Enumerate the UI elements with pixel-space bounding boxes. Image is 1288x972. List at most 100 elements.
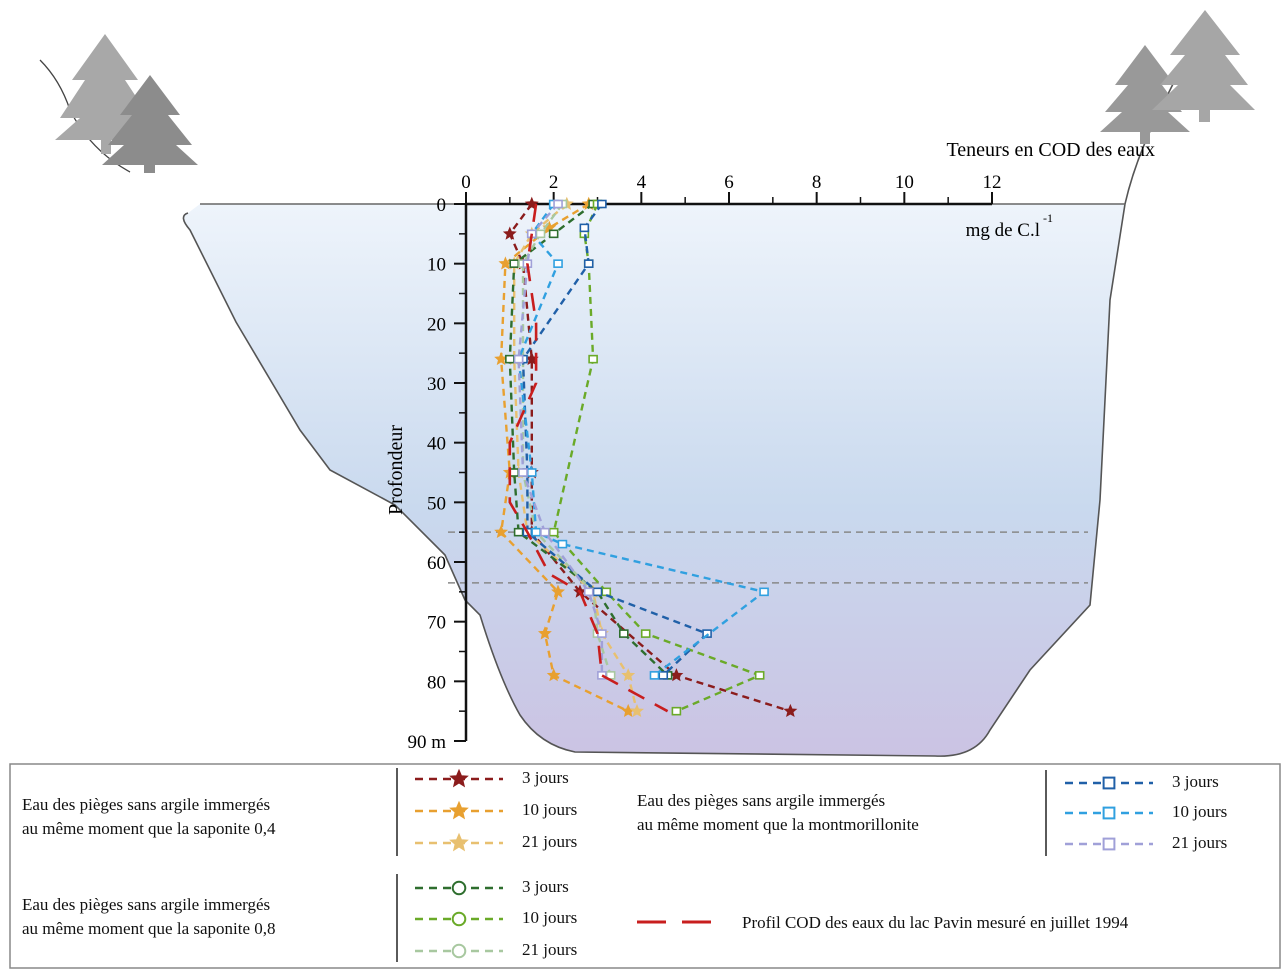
- legend-sap08-3j-label: 3 jours: [522, 877, 569, 896]
- legend-swatch-marker-4: [451, 911, 467, 927]
- x-tick-label-12: 12: [983, 172, 1002, 193]
- data-point: [518, 468, 528, 477]
- legend-swatch-marker-5: [451, 943, 467, 959]
- data-point: [531, 527, 541, 537]
- legend-swatches: [415, 768, 1153, 959]
- legend-swatch-marker-0: [449, 768, 469, 788]
- data-point: [513, 527, 524, 537]
- legend-montmorillonite-line-2: au même moment que la montmorillonite: [637, 815, 919, 834]
- legend-saponite-08-description: Eau des pièges sans argile immergés au m…: [22, 893, 276, 941]
- legend-pavin-description: Profil COD des eaux du lac Pavin mesuré …: [742, 913, 1129, 932]
- legend-sap08-10j-label: 10 jours: [522, 908, 578, 927]
- series-line-4: [552, 203, 763, 713]
- data-point: [505, 354, 515, 364]
- legend-saponite-04-description: Eau des pièges sans argile immergés au m…: [22, 793, 276, 841]
- legend-mont-10j-label: 10 jours: [1172, 802, 1228, 821]
- data-point: [583, 259, 594, 268]
- data-point: [671, 706, 682, 716]
- data-point: [579, 223, 590, 233]
- legend-montmorillonite-description: Eau des pièges sans argile immergés au m…: [637, 789, 919, 837]
- y-tick-label-50: 50: [427, 493, 446, 514]
- data-point: [759, 587, 769, 597]
- data-point: [588, 354, 598, 364]
- legend-swatch-marker-7: [1102, 806, 1116, 820]
- data-point: [649, 671, 660, 680]
- y-tick-label-90: 90 m: [407, 732, 446, 753]
- y-tick-label-60: 60: [427, 553, 446, 574]
- data-point: [592, 587, 603, 597]
- data-point: [597, 199, 607, 209]
- data-point: [509, 468, 520, 477]
- legend-swatch-marker-6: [1102, 776, 1116, 790]
- chart-title: Teneurs en COD des eaux: [946, 139, 1155, 161]
- data-point: [702, 629, 712, 638]
- y-tick-label-0: 0: [437, 195, 447, 216]
- y-axis-label: Profondeur: [385, 425, 407, 515]
- legend-sap04-21j-label: 21 jours: [522, 832, 578, 851]
- series-line-1: [499, 202, 629, 713]
- reference-lines: [448, 531, 1088, 584]
- x-axis-label: mg de C.l: [966, 220, 1040, 241]
- y-tick-label-80: 80: [427, 672, 446, 693]
- data-point: [526, 468, 537, 477]
- data-point: [509, 259, 520, 268]
- y-tick-label-10: 10: [427, 255, 446, 276]
- data-point: [583, 587, 594, 597]
- data-point: [629, 703, 644, 718]
- series-layer: [494, 196, 798, 718]
- legend-swatch-marker-1: [449, 800, 469, 820]
- legend-sap04-10j-label: 10 jours: [522, 800, 578, 819]
- legend-swatch-marker-2: [449, 832, 469, 852]
- data-point: [502, 226, 517, 240]
- data-point: [597, 629, 607, 638]
- legend-saponite-08-line-2: au même moment que la saponite 0,8: [22, 919, 276, 938]
- series-line-2: [513, 203, 639, 712]
- series-line-9: [508, 203, 669, 713]
- x-tick-label-2: 2: [549, 172, 559, 193]
- lake-basin: [183, 204, 1126, 757]
- data-point: [535, 229, 546, 239]
- data-point: [546, 668, 561, 682]
- x-tick-label-0: 0: [461, 172, 471, 193]
- data-point: [621, 668, 636, 682]
- legend-montmorillonite-line-1: Eau des pièges sans argile immergés: [637, 791, 886, 810]
- lake-shoreline: [182, 203, 1126, 757]
- data-point: [494, 524, 509, 539]
- y-tick-label-70: 70: [427, 613, 446, 634]
- legend-sap08-21j-label: 21 jours: [522, 940, 578, 959]
- data-point: [754, 671, 765, 680]
- x-tick-label-4: 4: [637, 172, 647, 193]
- data-point: [551, 584, 566, 598]
- series-pavin-9: [508, 203, 669, 713]
- data-point: [618, 629, 629, 638]
- legend-swatch-marker-3: [451, 880, 467, 896]
- data-point: [513, 354, 524, 364]
- data-point: [540, 527, 550, 537]
- legend-sap04-3j-label: 3 jours: [522, 768, 569, 787]
- trees-left-icon: [39, 34, 198, 173]
- y-tick-label-40: 40: [427, 434, 446, 455]
- data-point: [553, 259, 563, 268]
- y-tick-label-30: 30: [427, 374, 446, 395]
- data-point: [658, 671, 669, 680]
- data-point: [557, 539, 568, 549]
- legend-mont-3j-label: 3 jours: [1172, 772, 1219, 791]
- x-tick-label-6: 6: [724, 172, 734, 193]
- legend-saponite-08-line-1: Eau des pièges sans argile immergés: [22, 895, 271, 914]
- legend-mont-21j-label: 21 jours: [1172, 833, 1228, 852]
- data-point: [548, 229, 559, 239]
- x-tick-label-8: 8: [812, 172, 822, 193]
- legend-saponite-04-line-1: Eau des pièges sans argile immergés: [22, 795, 271, 814]
- data-point: [548, 527, 559, 537]
- data-point: [601, 587, 612, 597]
- data-point: [597, 671, 607, 680]
- data-point: [553, 199, 563, 209]
- legend-swatch-marker-8: [1102, 837, 1116, 851]
- data-point: [783, 703, 798, 718]
- data-point: [537, 626, 552, 640]
- x-tick-label-10: 10: [895, 172, 914, 193]
- legend-box: [9, 763, 1281, 969]
- x-axis-label-exponent: -1: [1043, 211, 1053, 225]
- data-point: [640, 629, 651, 638]
